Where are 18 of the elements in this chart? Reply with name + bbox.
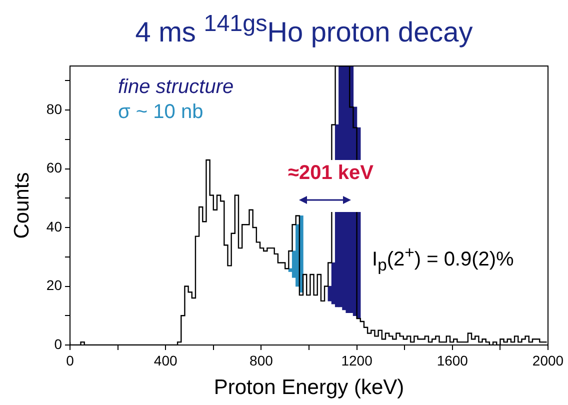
x-tick-label: 1200 [341,352,373,368]
annotation: fine structure [118,76,234,98]
y-tick-label: 40 [46,218,62,234]
annotation: ≈201 keV [288,162,374,184]
x-tick-label: 1600 [436,352,468,368]
annotation: I$_{p}$(2$^{+}$) = 0.9(2)% [372,242,514,277]
y-tick-label: 20 [46,277,62,294]
x-tick-label: 0 [66,352,74,368]
x-tick-label: 800 [250,352,274,368]
x-tick-label: 400 [154,352,178,368]
y-axis-title: Counts [10,172,34,239]
y-tick-label: 0 [54,336,62,352]
x-axis-title: Proton Energy (keV) [214,376,404,400]
chart-title: 4 ms $^{141gs}$Ho proton decay [134,10,474,48]
y-tick-label: 80 [46,100,62,117]
annotation: σ ~ 10 nb [118,101,204,123]
x-tick-label: 2000 [532,352,564,368]
y-tick-label: 60 [46,160,62,176]
